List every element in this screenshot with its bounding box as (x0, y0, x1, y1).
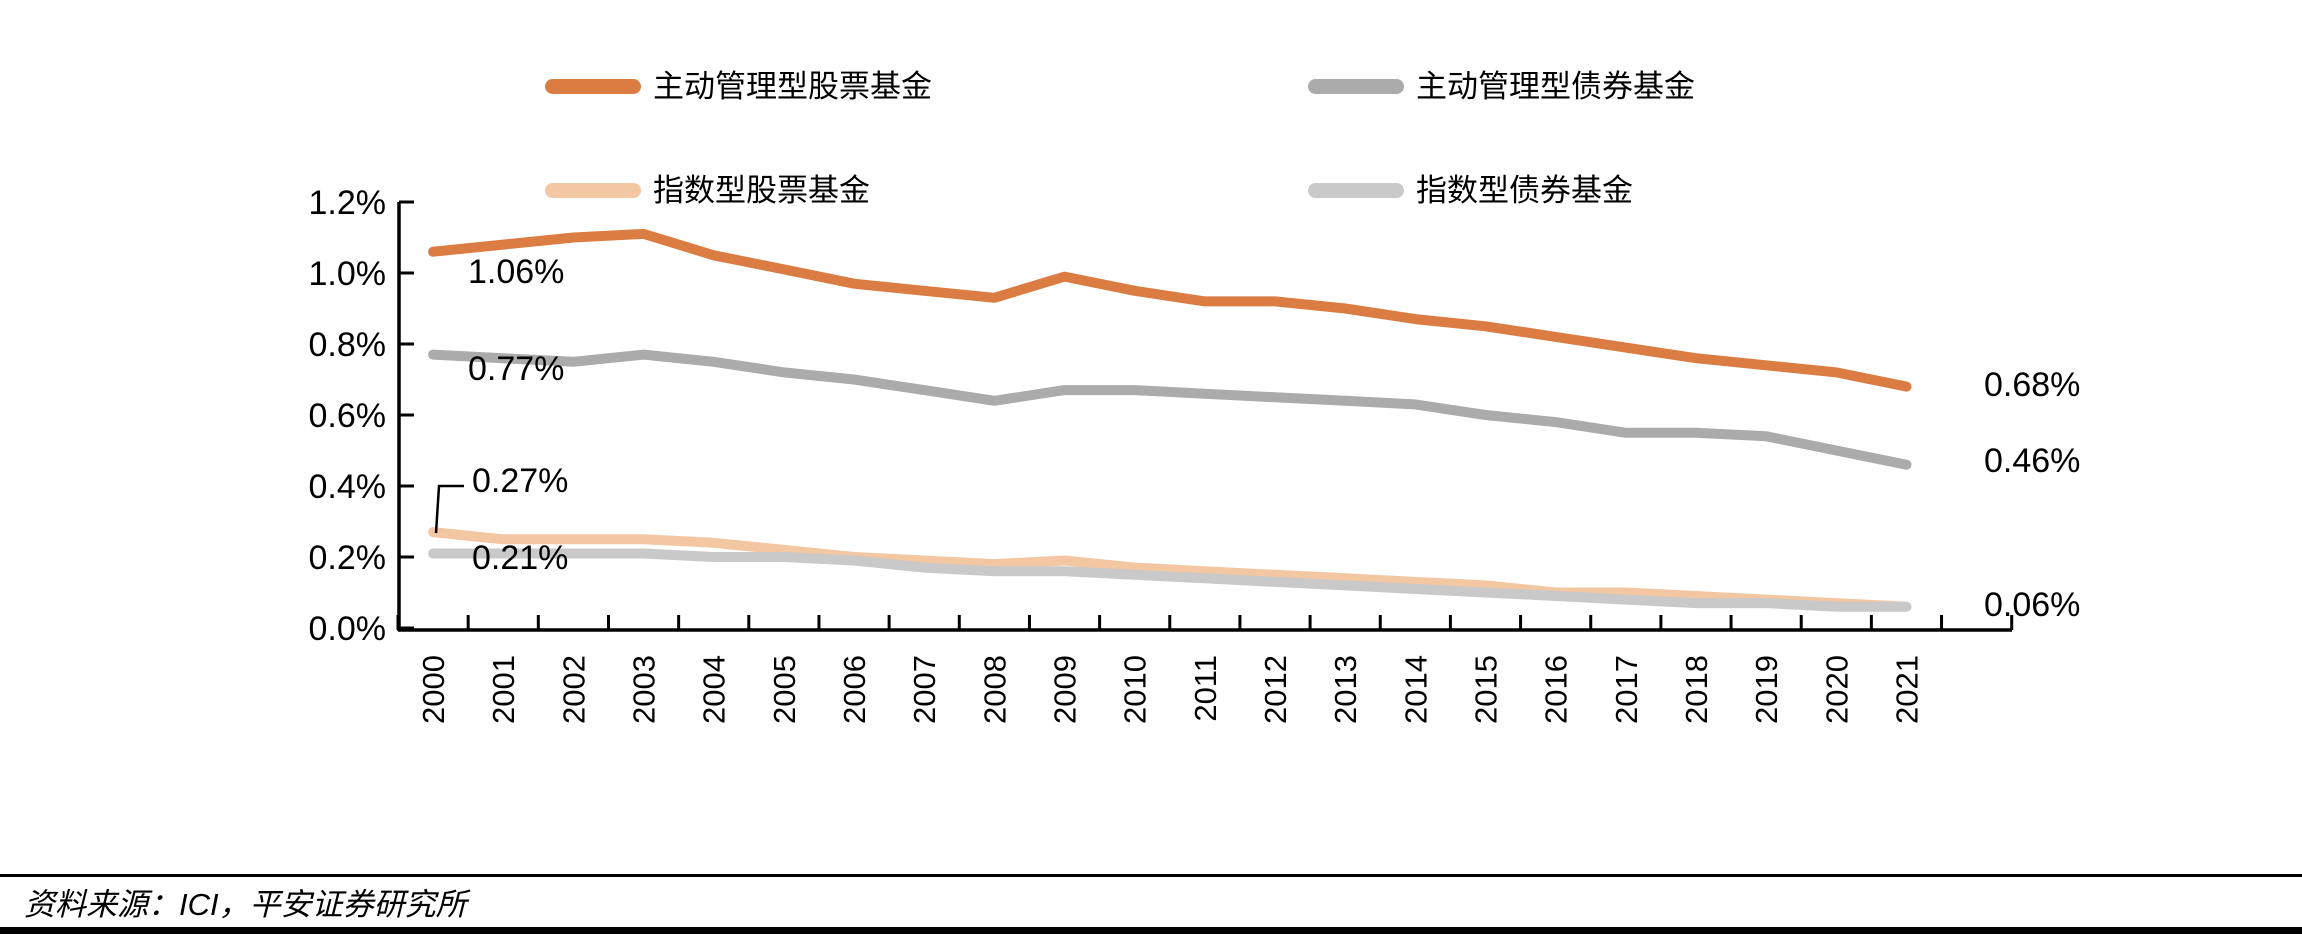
data-label-end-index-bond: 0.06% (1984, 586, 2081, 624)
y-tick-label: 1.2% (309, 184, 387, 222)
x-tick-label: 2016 (1539, 655, 1574, 724)
x-tick-label: 2012 (1258, 655, 1293, 724)
x-tick-label: 2004 (697, 655, 732, 724)
data-label-start-index-equity: 0.27% (472, 462, 569, 500)
line-active-bond (428, 349, 1912, 470)
legend-label-index-bond: 指数型债券基金 (1416, 172, 1633, 208)
y-tick-label: 0.4% (309, 468, 387, 506)
x-tick-label: 2001 (486, 655, 521, 724)
x-tick-label: 2006 (837, 655, 872, 724)
data-label-end-active-bond: 0.46% (1984, 442, 2081, 480)
x-tick-label: 2013 (1328, 655, 1363, 724)
legend-swatch-active-equity (545, 78, 641, 94)
source-note: 资料来源：ICI，平安证券研究所 (24, 887, 467, 922)
callout-connector-line (434, 484, 464, 534)
legend-label-index-equity: 指数型股票基金 (653, 172, 870, 208)
x-tick-label: 2017 (1609, 655, 1644, 724)
legend-swatch-active-bond (1308, 78, 1404, 94)
x-tick-label: 2002 (556, 655, 591, 724)
line-active-equity (428, 228, 1912, 392)
footer-bottom-rule (0, 927, 2302, 934)
x-tick-label: 2018 (1679, 655, 1714, 724)
y-tick-label: 0.6% (309, 397, 387, 435)
x-tick-label: 2014 (1398, 655, 1433, 724)
x-tick-label: 2003 (627, 655, 662, 724)
data-label-start-index-bond: 0.21% (472, 539, 569, 577)
x-tick-label: 2009 (1048, 655, 1083, 724)
x-tick-label: 2010 (1118, 655, 1153, 724)
x-tick-label: 2020 (1819, 655, 1854, 724)
y-tick-label: 0.0% (309, 610, 387, 648)
chart-series-lines (428, 228, 1912, 612)
y-axis-tick-labels: 0.0% 0.2% 0.4% 0.6% 0.8% 1.0% 1.2% (309, 184, 387, 648)
legend-label-active-equity: 主动管理型股票基金 (653, 68, 932, 104)
data-label-start-active-bond: 0.77% (468, 350, 565, 388)
x-tick-label: 2011 (1188, 655, 1223, 722)
y-tick-label: 0.2% (309, 539, 387, 577)
x-axis-year-labels: 2000 2001 2002 2003 2004 2005 2006 2007 2008 2009… (416, 655, 1924, 724)
x-tick-label: 2000 (416, 655, 451, 724)
x-tick-label: 2008 (977, 655, 1012, 724)
legend-item-index-equity: 指数型股票基金 (545, 170, 870, 210)
line-index-equity (428, 527, 1912, 612)
x-tick-label: 2015 (1468, 655, 1503, 724)
legend-label-active-bond: 主动管理型债券基金 (1416, 68, 1695, 104)
x-tick-label: 2019 (1749, 655, 1784, 724)
axis-ticks (396, 200, 2014, 630)
x-tick-label: 2007 (907, 655, 942, 724)
legend-item-active-equity: 主动管理型股票基金 (545, 66, 932, 106)
x-tick-label: 2005 (767, 655, 802, 724)
data-label-start-active-equity: 1.06% (468, 253, 565, 291)
y-tick-label: 1.0% (309, 255, 387, 293)
legend-item-active-bond: 主动管理型债券基金 (1308, 66, 1695, 106)
y-tick-label: 0.8% (309, 326, 387, 364)
legend-item-index-bond: 指数型债券基金 (1308, 170, 1633, 210)
footer-top-rule (0, 874, 2302, 877)
legend-swatch-index-equity (545, 182, 641, 198)
x-tick-label: 2021 (1889, 655, 1924, 724)
data-label-end-active-equity: 0.68% (1984, 366, 2081, 404)
line-index-bond (428, 548, 1912, 612)
legend-swatch-index-bond (1308, 182, 1404, 198)
